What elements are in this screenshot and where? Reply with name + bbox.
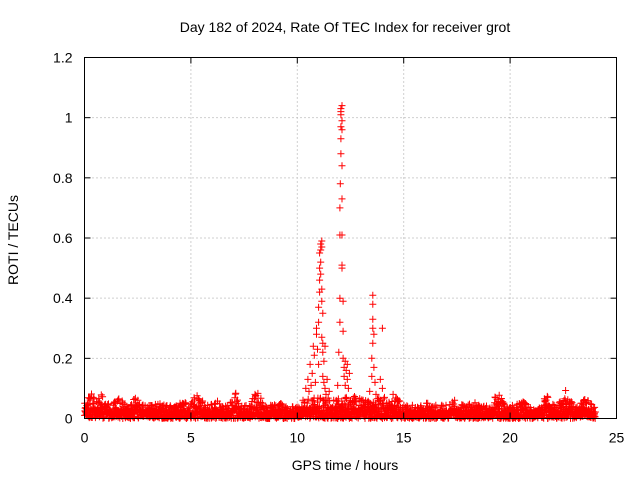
roti-chart: 0 5 10 15 20 25 0 0.2 0.4 0.6 0.8 1 1.2 Day 182 of 2…	[0, 0, 640, 480]
data-point	[313, 331, 320, 338]
data-point	[340, 298, 347, 305]
x-tick-label: 0	[81, 430, 89, 446]
data-point	[316, 265, 323, 272]
data-point	[317, 271, 324, 278]
data-point	[339, 102, 346, 109]
y-tick-label: 0.2	[53, 350, 73, 366]
data-point	[346, 370, 353, 377]
data-point	[318, 244, 325, 251]
data-point	[318, 238, 325, 245]
data-point	[315, 319, 322, 326]
data-point	[379, 325, 386, 332]
y-tick-label: 0.4	[53, 290, 73, 306]
data-point	[369, 316, 376, 323]
data-point	[339, 162, 346, 169]
data-point	[316, 250, 323, 257]
data-point	[369, 292, 376, 299]
data-point	[319, 373, 326, 380]
data-point	[334, 382, 341, 389]
data-point	[369, 325, 376, 332]
data-point	[340, 328, 347, 335]
x-tick-label: 25	[609, 430, 625, 446]
x-axis-label: GPS time / hours	[292, 457, 399, 473]
y-tick-label: 1.2	[53, 50, 73, 66]
data-point	[319, 349, 326, 356]
data-point	[336, 295, 343, 302]
data-point	[379, 385, 386, 392]
data-point	[304, 376, 311, 383]
data-point	[372, 379, 379, 386]
data-point	[318, 298, 325, 305]
data-point	[345, 385, 352, 392]
data-point	[232, 390, 239, 397]
marks-layer	[81, 102, 599, 422]
data-point	[313, 325, 320, 332]
data-point	[339, 126, 346, 133]
data-point	[343, 394, 350, 401]
data-point	[342, 382, 349, 389]
data-point	[324, 376, 331, 383]
x-tick-label: 15	[396, 430, 412, 446]
data-point	[370, 331, 377, 338]
x-tick-label: 5	[187, 430, 195, 446]
data-point	[315, 304, 322, 311]
data-point	[320, 358, 327, 365]
data-point	[314, 346, 321, 353]
data-point	[337, 135, 344, 142]
y-tick-label: 0.8	[53, 170, 73, 186]
data-point	[337, 123, 344, 130]
y-tick-label: 0.6	[53, 230, 73, 246]
data-point	[370, 364, 377, 371]
data-point	[312, 379, 319, 386]
data-point	[336, 319, 343, 326]
data-point	[339, 117, 346, 124]
data-point	[315, 361, 322, 368]
data-point	[309, 370, 316, 377]
data-point	[562, 387, 569, 394]
data-point	[339, 265, 346, 272]
data-point	[317, 247, 324, 254]
data-point	[368, 373, 375, 380]
data-point	[322, 385, 329, 392]
y-tick-label: 1	[65, 110, 73, 126]
data-point	[369, 340, 376, 347]
data-point	[99, 393, 106, 400]
data-point	[337, 180, 344, 187]
data-point	[311, 352, 318, 359]
data-point	[306, 388, 313, 395]
data-point	[326, 388, 333, 395]
data-point	[377, 376, 384, 383]
data-point	[337, 150, 344, 157]
x-tick-label: 20	[502, 430, 518, 446]
data-point	[335, 349, 342, 356]
data-point	[310, 343, 317, 350]
data-point	[344, 376, 351, 383]
data-point	[581, 396, 588, 403]
data-point	[341, 373, 348, 380]
y-axis-label: ROTI / TECUs	[5, 195, 21, 285]
data-point	[302, 385, 309, 392]
y-tick-label: 0	[65, 411, 73, 427]
data-point	[308, 382, 315, 389]
chart-title: Day 182 of 2024, Rate Of TEC Index for r…	[180, 19, 511, 35]
data-point	[369, 301, 376, 308]
data-point	[336, 204, 343, 211]
data-point	[317, 259, 324, 266]
data-point	[368, 355, 375, 362]
data-point	[317, 241, 324, 248]
data-point	[307, 361, 314, 368]
data-point	[337, 105, 344, 112]
data-point	[339, 195, 346, 202]
data-point	[318, 334, 325, 341]
data-point	[366, 388, 373, 395]
x-tick-label: 10	[290, 430, 306, 446]
data-point	[316, 277, 323, 284]
data-point	[320, 379, 327, 386]
data-point	[319, 310, 326, 317]
